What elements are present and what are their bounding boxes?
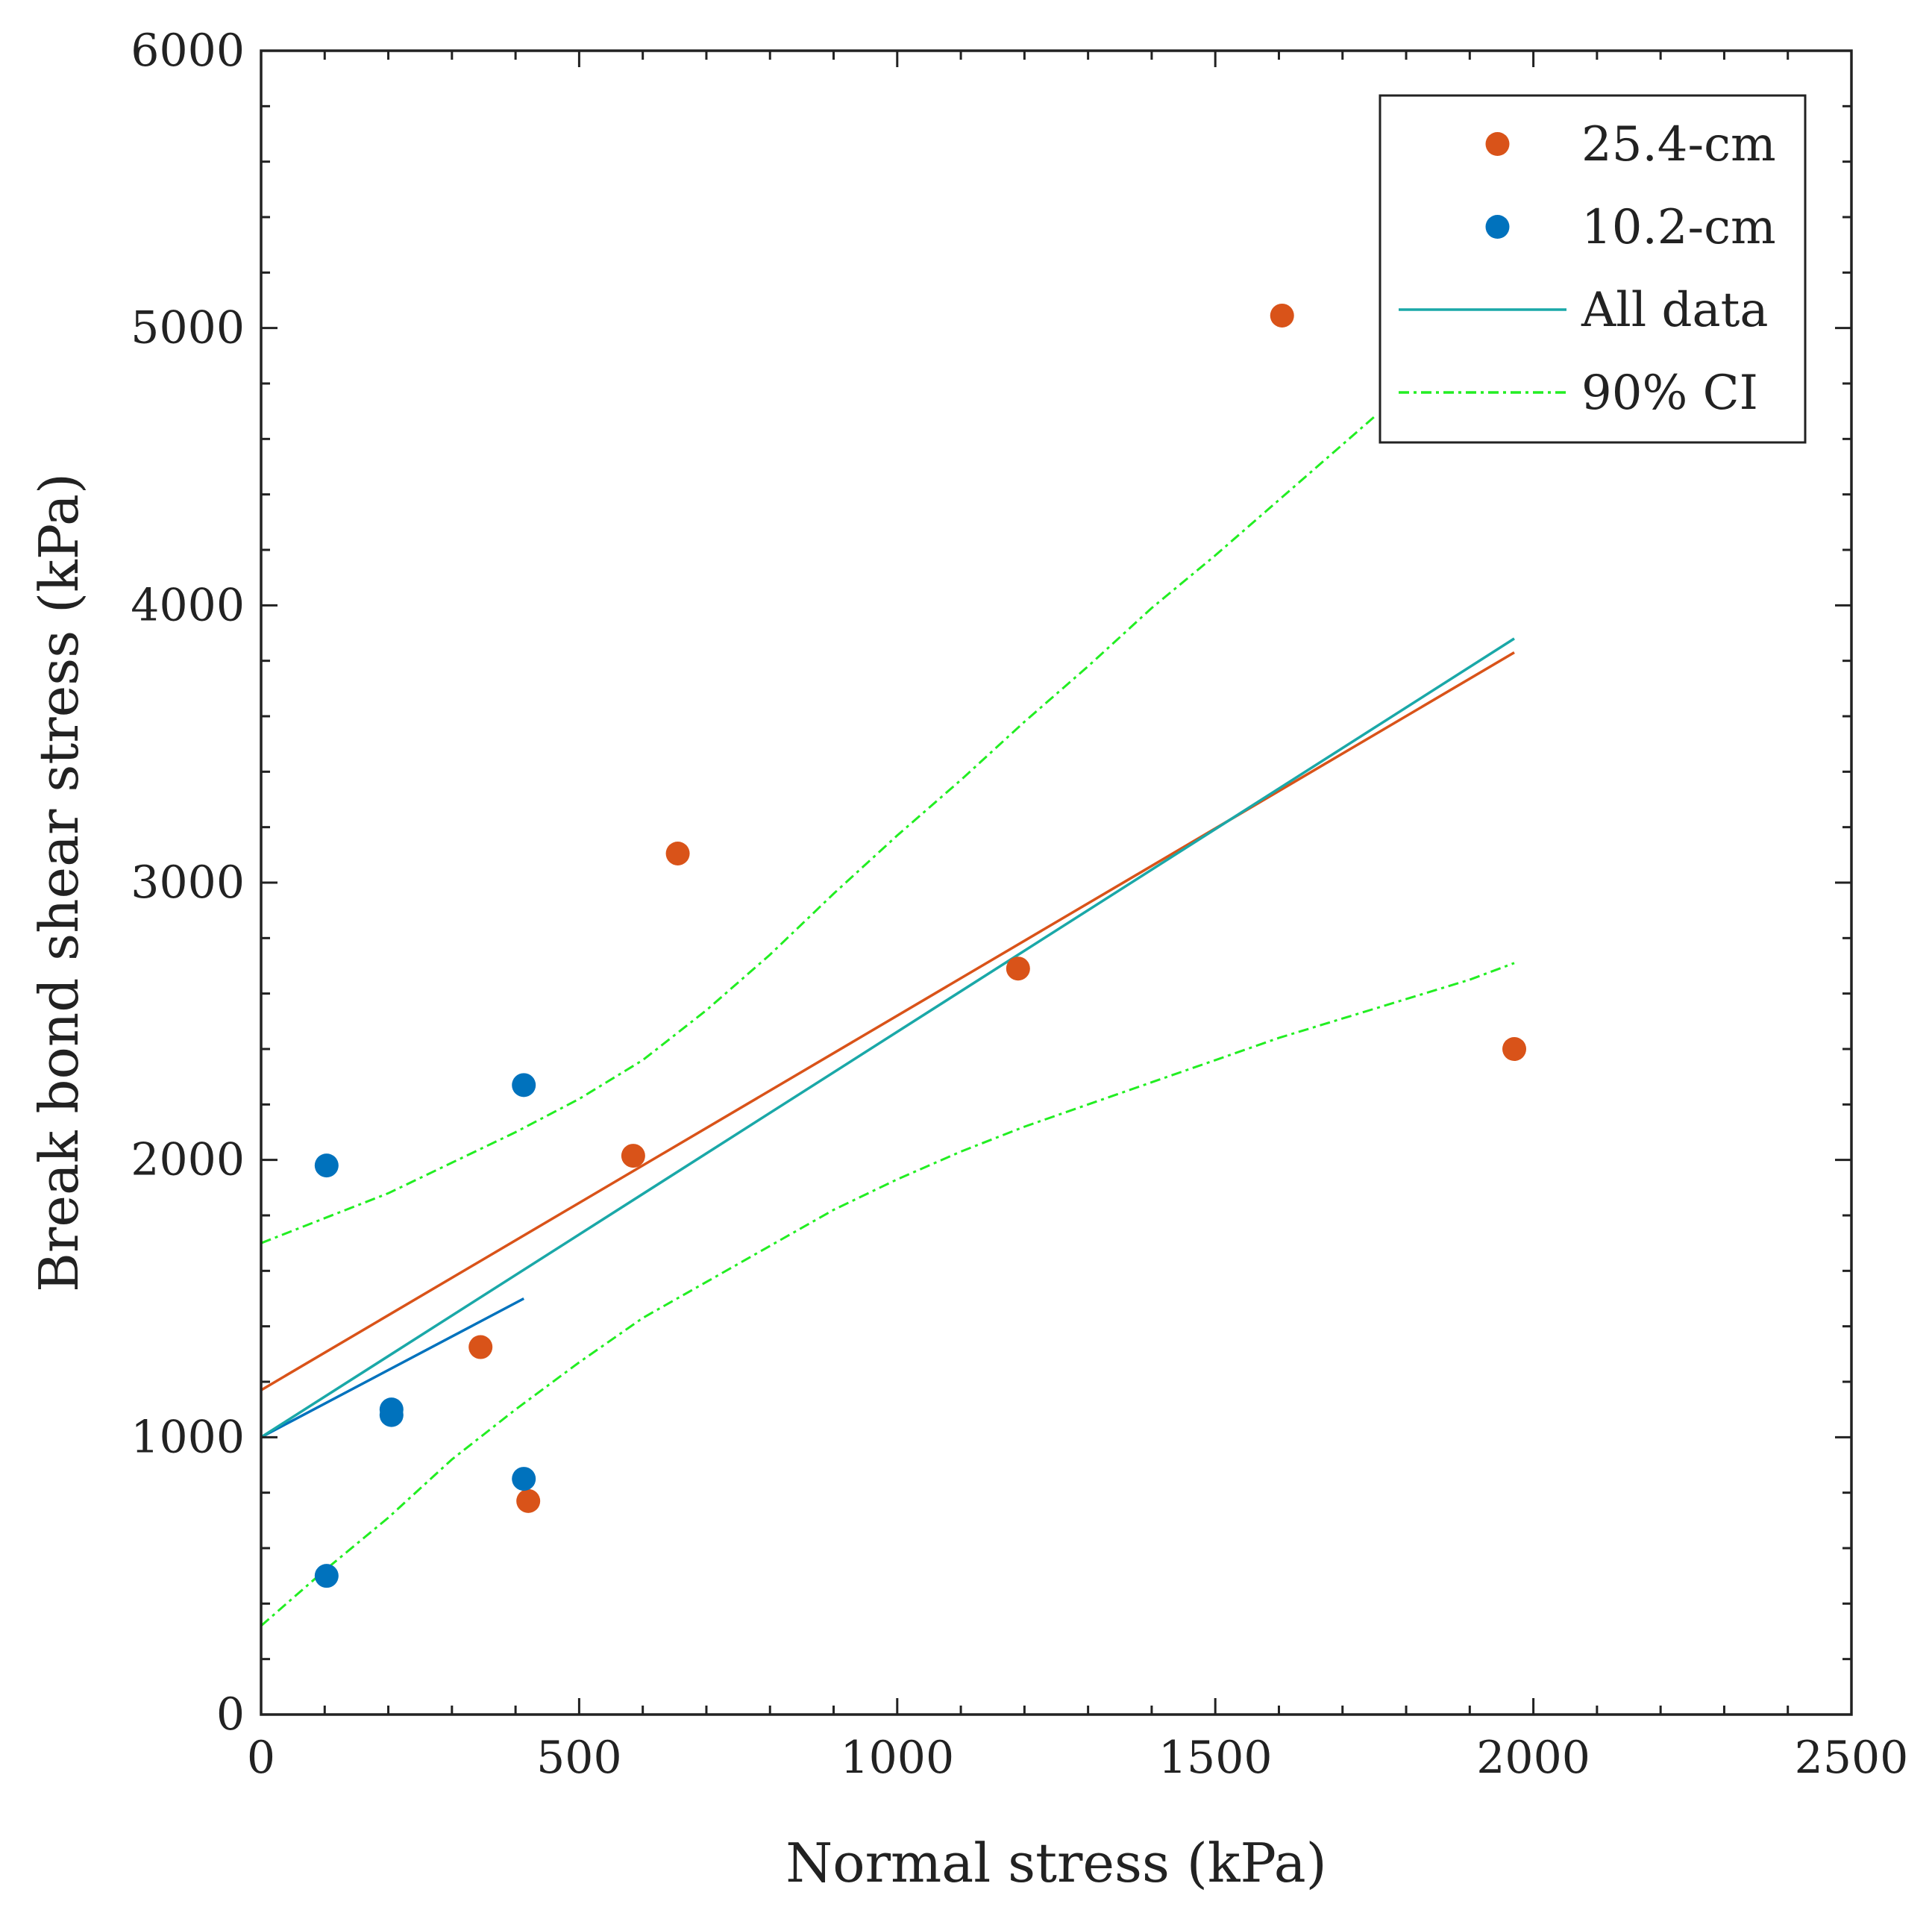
y-tick-label: 3000 xyxy=(131,857,245,909)
data-point-25-4-cm-2 xyxy=(621,1144,645,1168)
series-line-25-4-cm-fit xyxy=(260,651,1515,1391)
data-point-10-2-cm-5 xyxy=(512,1467,536,1491)
y-tick-label: 5000 xyxy=(131,302,245,354)
legend-box xyxy=(1379,94,1807,444)
legend-label: 10.2-cm xyxy=(1581,200,1776,255)
x-tick-label: 0 xyxy=(247,1732,275,1784)
x-tick-label: 2000 xyxy=(1476,1732,1590,1784)
y-tick-label: 2000 xyxy=(131,1134,245,1186)
y-axis-title: Break bond shear stress (kPa) xyxy=(28,473,90,1292)
y-tick-label: 0 xyxy=(216,1688,245,1741)
data-point-25-4-cm-3 xyxy=(665,841,690,865)
data-point-25-4-cm-1 xyxy=(516,1488,541,1513)
legend-label: 25.4-cm xyxy=(1581,117,1776,172)
series-line-90-ci-lower xyxy=(260,962,1515,1627)
legend-marker-dot xyxy=(1485,215,1510,239)
legend-marker-dot xyxy=(1485,132,1510,156)
y-tick-label: 1000 xyxy=(131,1411,245,1463)
legend-label: 90% CI xyxy=(1581,366,1758,421)
x-tick-label: 1500 xyxy=(1158,1732,1273,1784)
data-point-10-2-cm-0 xyxy=(314,1153,339,1178)
data-point-10-2-cm-1 xyxy=(314,1564,339,1588)
y-tick-label: 6000 xyxy=(131,25,245,77)
data-point-10-2-cm-4 xyxy=(512,1073,536,1098)
series-line-90-ci-upper xyxy=(260,416,1376,1244)
x-tick-label: 1000 xyxy=(840,1732,954,1784)
x-tick-label: 2500 xyxy=(1795,1732,1909,1784)
y-tick-label: 4000 xyxy=(131,579,245,631)
data-point-25-4-cm-5 xyxy=(1270,303,1294,328)
data-point-25-4-cm-4 xyxy=(1006,956,1030,981)
x-axis-title: Normal stress (kPa) xyxy=(785,1832,1327,1894)
legend-label: All data xyxy=(1581,283,1769,338)
x-tick-label: 500 xyxy=(536,1732,622,1784)
plot-layer xyxy=(260,303,1527,1627)
series-line-10-2-cm-fit xyxy=(260,1297,525,1438)
legend: 25.4-cm 10.2-cm All data 90% CI xyxy=(1379,94,1807,444)
data-point-25-4-cm-6 xyxy=(1502,1037,1527,1061)
data-point-25-4-cm-0 xyxy=(468,1335,493,1359)
series-line-all-data xyxy=(260,637,1515,1438)
axis-layer: 0 500 1000 1500 2000 2500 0 1000 2000 3000 4000 500… xyxy=(28,25,1908,1894)
data-point-10-2-cm-3 xyxy=(379,1403,404,1427)
